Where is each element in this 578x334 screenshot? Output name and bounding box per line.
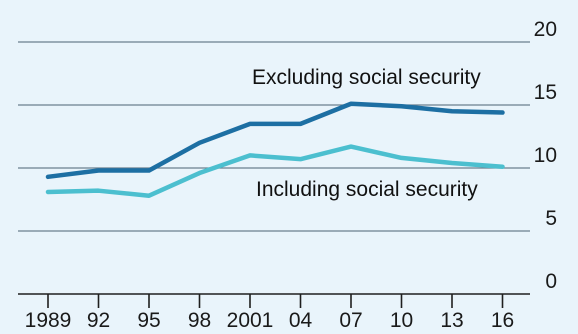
y-tick-label-20: 20 (534, 18, 557, 41)
series-line-including (45, 144, 505, 198)
y-tick-label-10: 10 (534, 144, 557, 167)
gridlines (18, 41, 530, 232)
y-tick-label-0: 0 (545, 270, 557, 293)
y-tick-label-5: 5 (545, 207, 557, 230)
x-tick-label-98: 98 (188, 309, 211, 332)
x-tick-label-1989: 1989 (25, 309, 72, 332)
y-tick-label-15: 15 (534, 81, 557, 104)
x-tick-label-13: 13 (440, 309, 463, 332)
x-tick-label-16: 16 (491, 309, 514, 332)
series-line-excluding (45, 101, 505, 180)
x-axis: 1989 92 95 98 2001 04 07 10 13 16 (18, 293, 530, 332)
x-tick-label-10: 10 (390, 309, 413, 332)
series-label-including: Including social security (256, 178, 478, 201)
x-tick-label-07: 07 (339, 309, 362, 332)
x-tick-label-95: 95 (137, 309, 160, 332)
x-tick-label-92: 92 (87, 309, 110, 332)
series-lines (45, 101, 505, 198)
x-tick-label-2001: 2001 (227, 309, 274, 332)
series-label-excluding: Excluding social security (252, 66, 481, 89)
y-axis-labels: 0 5 10 15 20 (534, 18, 557, 293)
x-tick-label-04: 04 (289, 309, 313, 332)
